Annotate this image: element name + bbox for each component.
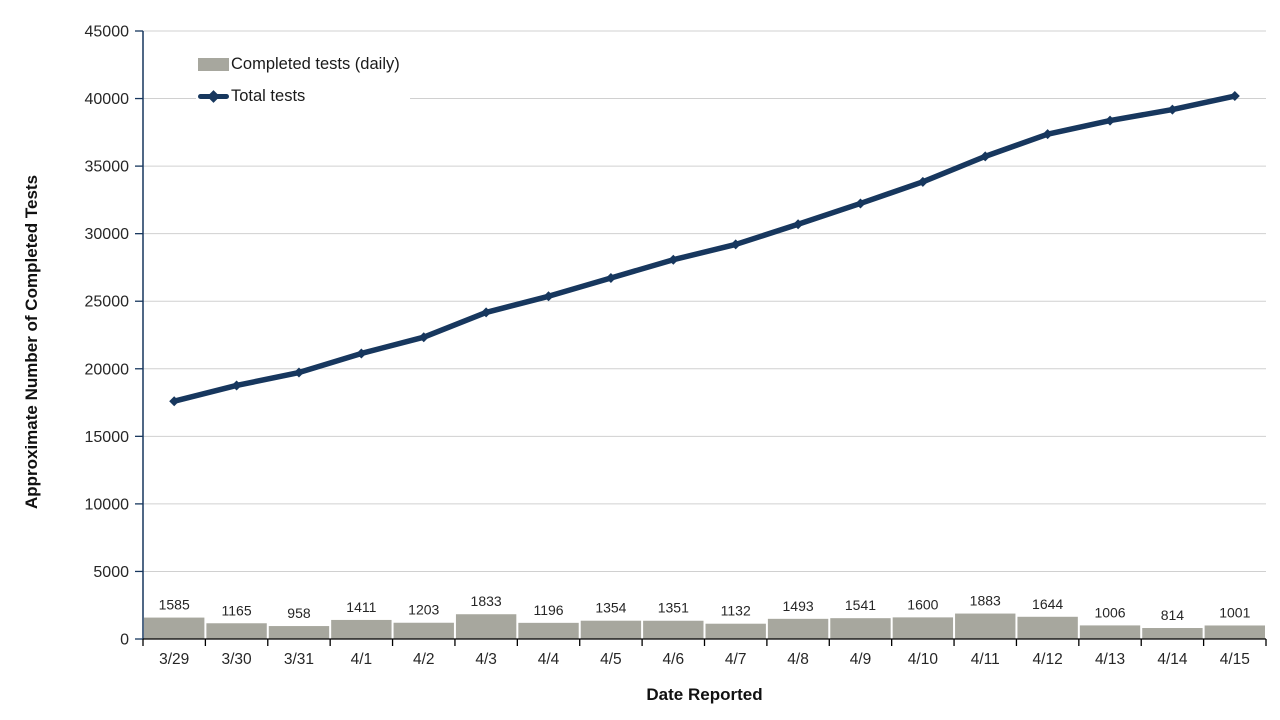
x-tick-label: 3/30 <box>221 651 252 668</box>
bar <box>705 623 766 639</box>
line-marker <box>169 396 180 407</box>
bar <box>206 623 267 639</box>
bar <box>1079 625 1141 639</box>
bar-swatch-icon <box>198 57 229 71</box>
x-tick-label: 3/29 <box>159 651 189 668</box>
x-tick-label: 4/4 <box>538 651 560 668</box>
line-marker <box>356 348 367 359</box>
x-tick-label: 4/7 <box>725 651 747 668</box>
bar <box>518 622 579 639</box>
bar <box>580 620 642 639</box>
x-tick-label: 4/3 <box>475 651 497 668</box>
line-marker <box>730 239 741 250</box>
x-tick-label: 4/14 <box>1157 651 1188 668</box>
bar-label: 1493 <box>783 598 814 614</box>
bar <box>455 614 517 639</box>
line-marker <box>1105 115 1116 126</box>
bar-label: 814 <box>1161 607 1185 623</box>
line-marker <box>293 367 304 378</box>
bar-label: 1001 <box>1219 604 1250 620</box>
bar-label: 1196 <box>533 602 563 618</box>
y-tick-label: 0 <box>120 632 129 649</box>
y-tick-label: 40000 <box>85 91 130 108</box>
y-tick-label: 10000 <box>85 496 130 513</box>
bar <box>393 622 454 639</box>
line-marker <box>605 272 616 283</box>
bar <box>955 613 1016 639</box>
bar-label: 1644 <box>1032 596 1063 612</box>
total-line <box>171 93 1238 404</box>
bar-label: 1132 <box>721 603 751 619</box>
bar <box>1017 616 1078 639</box>
line-marker <box>980 151 991 162</box>
bar-label: 1411 <box>346 599 376 615</box>
line-marker <box>917 176 928 187</box>
y-tick-label: 35000 <box>85 159 130 176</box>
legend-label-daily: Completed tests (daily) <box>231 54 400 73</box>
x-tick-label: 4/6 <box>663 651 685 668</box>
bar-label: 1351 <box>658 600 689 616</box>
x-tick-label: 4/10 <box>908 651 939 668</box>
line-marker <box>481 307 492 318</box>
y-tick-label: 5000 <box>93 564 129 581</box>
bar-label: 1600 <box>907 596 938 612</box>
line-marker <box>418 332 429 343</box>
x-tick-label: 3/31 <box>284 651 314 668</box>
y-tick-label: 25000 <box>85 294 130 311</box>
x-tick-label: 4/8 <box>787 651 809 668</box>
x-tick-label: 4/11 <box>971 651 1000 668</box>
line-marker <box>668 254 679 265</box>
bar-label: 1541 <box>845 597 876 613</box>
y-tick-label: 30000 <box>85 226 130 243</box>
bar <box>1204 625 1265 639</box>
y-tick-label: 45000 <box>85 24 130 41</box>
line-marker <box>1167 104 1178 115</box>
x-tick-label: 4/12 <box>1033 651 1063 668</box>
bar <box>892 617 954 639</box>
line-swatch-marker <box>207 89 220 103</box>
y-tick-label: 15000 <box>85 429 130 446</box>
bar-label: 958 <box>287 605 311 621</box>
bar-label: 1833 <box>471 593 502 609</box>
x-tick-label: 4/5 <box>600 651 622 668</box>
bar-label: 1203 <box>408 602 439 618</box>
bar <box>1142 628 1203 639</box>
bar <box>767 618 829 639</box>
line-marker <box>793 219 804 230</box>
y-axis-title: Approximate Number of Completed Tests <box>22 174 41 510</box>
x-tick-label: 4/2 <box>413 651 435 668</box>
bar <box>830 618 891 639</box>
x-tick-label: 4/9 <box>850 651 872 668</box>
line-marker <box>1042 129 1053 140</box>
legend-item-daily: Completed tests (daily) <box>198 48 400 80</box>
x-tick-label: 4/15 <box>1220 651 1250 668</box>
legend-label-total: Total tests <box>231 86 306 105</box>
x-axis-title: Date Reported <box>646 685 763 704</box>
bar-label: 1883 <box>970 593 1001 609</box>
line-marker <box>543 291 554 302</box>
bar <box>144 617 205 639</box>
legend: Completed tests (daily) Total tests <box>196 46 410 114</box>
x-tick-label: 4/13 <box>1095 651 1125 668</box>
line-marker <box>855 198 866 209</box>
line-swatch-icon <box>198 89 229 103</box>
bar-label: 1585 <box>159 597 190 613</box>
y-tick-label: 20000 <box>85 361 130 378</box>
bar <box>268 626 330 639</box>
legend-item-total: Total tests <box>198 80 400 112</box>
line-marker <box>1229 91 1240 102</box>
x-tick-label: 4/1 <box>351 651 373 668</box>
bar <box>331 619 392 639</box>
bar <box>643 620 704 639</box>
bar-label: 1165 <box>222 602 252 618</box>
bar-label: 1006 <box>1094 604 1125 620</box>
bar-label: 1354 <box>595 600 626 616</box>
line-marker <box>231 380 242 391</box>
